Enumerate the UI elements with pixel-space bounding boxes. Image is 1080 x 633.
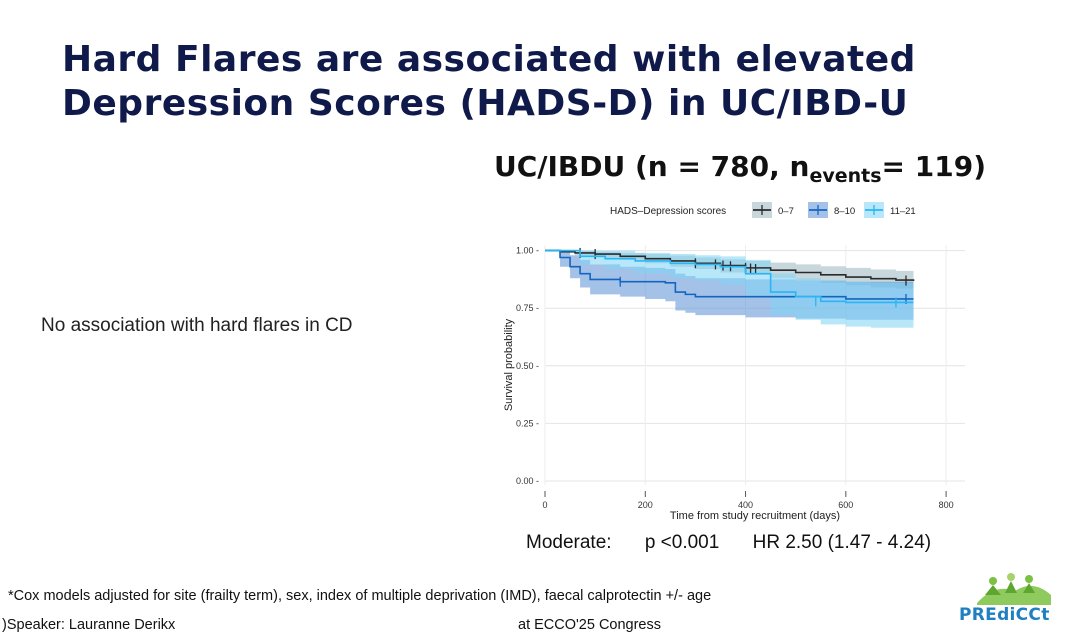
stat-label: Moderate: [526, 532, 612, 553]
stat-p-value: p <0.001 [644, 532, 720, 553]
cohort-prefix: UC/IBDU (n = 780, n [494, 150, 810, 183]
legend-label: 0–7 [778, 206, 794, 217]
x-tick-label: 800 [939, 500, 954, 510]
legend-title: HADS–Depression scores [610, 206, 726, 217]
y-tick-label: 0.75 - [516, 303, 539, 313]
y-axis-label: Survival probability [503, 318, 515, 411]
legend-label: 8–10 [834, 206, 855, 217]
x-tick-label: 200 [638, 500, 653, 510]
y-tick-label: 0.00 - [516, 476, 539, 486]
cohort-suffix: = 119) [881, 150, 986, 183]
series-line [545, 249, 914, 304]
x-axis-label: Time from study recruitment (days) [670, 510, 840, 522]
predicct-logo: PREdiCCt [955, 565, 1065, 627]
y-tick-label: 0.50 - [516, 361, 539, 371]
cohort-subscript: events [809, 165, 882, 187]
x-tick-label: 600 [838, 500, 853, 510]
title-line-2: Depression Scores (HADS-D) in UC/IBD-U [62, 83, 909, 124]
cohort-heading: UC/IBDU (n = 780, nevents= 119) [494, 150, 986, 187]
y-tick-label: 1.00 - [516, 246, 539, 256]
logo-figures-icon [977, 573, 1051, 605]
title-line-1: Hard Flares are associated with elevated [62, 39, 916, 80]
footnote: *Cox models adjusted for site (frailty t… [8, 588, 712, 604]
ci-band [545, 250, 914, 329]
congress-credit: at ECCO'25 Congress [518, 617, 661, 633]
series-line [545, 249, 914, 300]
stat-hazard-ratio: HR 2.50 (1.47 - 4.24) [752, 532, 932, 553]
stat-line: Moderate: p <0.001 HR 2.50 (1.47 - 4.24) [526, 532, 931, 554]
y-tick-label: 0.25 - [516, 418, 539, 428]
km-chart: 0.00 - 0.25 - 0.50 - 0.75 - 1.00 - 0 200 400 600… [503, 202, 965, 522]
slide-title: Hard Flares are associated with elevated… [62, 38, 916, 126]
legend-label: 11–21 [890, 206, 916, 217]
logo-text: PREdiCCt [959, 605, 1050, 625]
x-tick-label: 0 [542, 500, 547, 510]
side-note: No association with hard flares in CD [41, 315, 353, 336]
speaker-credit: )Speaker: Lauranne Derikx [2, 617, 176, 633]
x-tick-label: 400 [738, 500, 753, 510]
